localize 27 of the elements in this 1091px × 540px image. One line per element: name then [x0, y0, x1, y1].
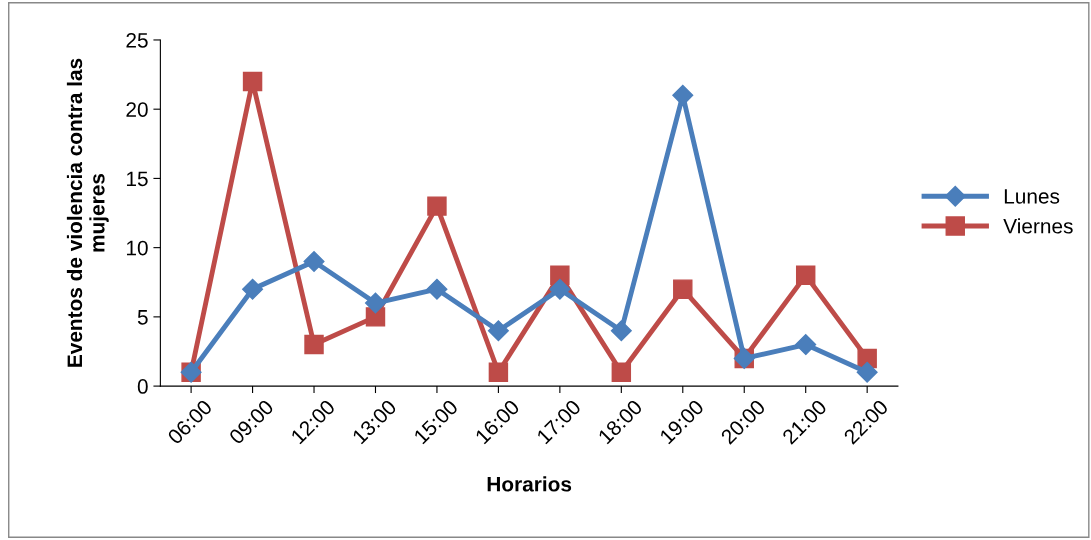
point: [487, 320, 509, 342]
point: [611, 362, 632, 382]
y-axis-title: Eventos de violencia contra las mujeres: [66, 58, 109, 367]
point: [795, 265, 816, 286]
point: [303, 250, 325, 273]
point: [427, 196, 447, 216]
point: [856, 361, 878, 383]
point: [549, 278, 571, 300]
point: [610, 320, 632, 342]
point: [364, 292, 387, 314]
point: [242, 71, 263, 92]
point: [242, 278, 264, 300]
y-tick-label: 10: [126, 240, 148, 256]
y-tick-label: 15: [126, 171, 148, 187]
point: [673, 279, 693, 299]
y-tick-label: 0: [137, 379, 148, 394]
legend-label: Lunes: [1004, 189, 1060, 204]
point: [795, 334, 817, 356]
point: [672, 84, 694, 106]
x-axis-title: Horarios: [487, 476, 572, 492]
legend-label: Viernes: [1003, 218, 1073, 234]
y-tick-label: 25: [126, 32, 148, 48]
point: [488, 362, 509, 382]
point: [426, 278, 448, 300]
point: [304, 334, 324, 355]
y-tick-label: 5: [137, 310, 148, 325]
y-tick-label: 20: [126, 102, 148, 117]
